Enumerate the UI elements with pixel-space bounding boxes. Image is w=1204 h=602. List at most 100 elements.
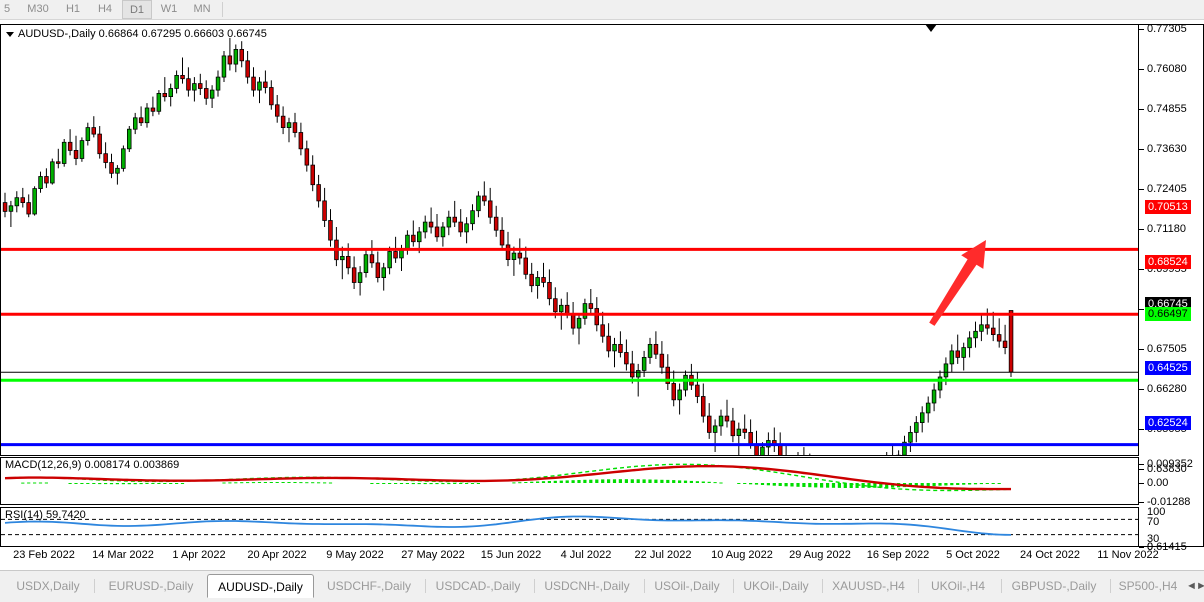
date-tick-label: 20 Apr 2022 (247, 549, 307, 561)
axis-tick (1139, 149, 1144, 150)
chart-tab-usoildaily[interactable]: USOil-,Daily (654, 579, 720, 593)
price-tick-label: 0.76080 (1147, 63, 1187, 75)
axis-tick (1139, 29, 1144, 30)
chart-tab-gbpusddaily[interactable]: GBPUSD-,Daily (1011, 579, 1097, 593)
macd-tick-label: 0.009352 (1147, 458, 1193, 470)
chart-tab-usdchfdaily[interactable]: USDCHF-,Daily (327, 579, 411, 593)
horizontal-level-lines[interactable] (1, 25, 1138, 455)
date-tick-label: 27 May 2022 (401, 549, 465, 561)
date-tick-label: 14 Mar 2022 (92, 549, 154, 561)
axis-tick (1139, 269, 1144, 270)
price-axis[interactable]: 0.77305 0.76080 0.74855 0.73630 0.72405 0.711… (1139, 23, 1204, 553)
axis-tick (1139, 309, 1144, 310)
scroll-left-icon[interactable]: ◄ (1186, 580, 1197, 592)
axis-tick (1139, 502, 1144, 503)
date-tick-label: 22 Jul 2022 (634, 549, 692, 561)
macd-pane[interactable] (0, 457, 1139, 505)
price-tick-label: 0.66280 (1147, 383, 1187, 395)
timeframe-m30[interactable]: M30 (27, 3, 49, 15)
tab-separator (425, 579, 426, 593)
bullish-arrow-annotation[interactable] (1, 25, 1138, 455)
price-tick-label: 0.71180 (1147, 223, 1186, 235)
symbol-header: AUDUSD-,Daily 0.66864 0.67295 0.66603 0.… (6, 28, 267, 40)
rsi-header: RSI(14) 59.7420 (5, 509, 86, 521)
chart-tab-audusddaily[interactable]: AUDUSD-,Daily (207, 574, 314, 598)
chart-tab-xauusdh4[interactable]: XAUUSD-,H4 (832, 579, 905, 593)
timeframe-h1[interactable]: H1 (65, 3, 81, 15)
macd-tick-label: -0.01288 (1147, 496, 1191, 508)
macd-header: MACD(12,26,9) 0.008174 0.003869 (5, 459, 180, 471)
axis-tick (1139, 483, 1144, 484)
macd-tick-label: 0.00 (1147, 477, 1169, 489)
axis-tick (1139, 469, 1144, 470)
price-tick-label: 0.72405 (1147, 183, 1187, 195)
price-chart-pane[interactable] (0, 24, 1139, 456)
tab-separator (534, 579, 535, 593)
tab-separator (918, 579, 919, 593)
price-tick-label: 0.77305 (1147, 23, 1187, 35)
timeframe-toolbar: 5 M30 H1 H4 D1 W1 MN (0, 0, 1204, 20)
tab-separator (733, 579, 734, 593)
date-tick-label: 10 Aug 2022 (711, 549, 773, 561)
price-tick-label: 0.74855 (1147, 103, 1187, 115)
toolbar-separator (222, 2, 223, 17)
chart-tab-ukoilh4[interactable]: UKOil-,H4 (930, 579, 985, 593)
scroll-right-icon[interactable]: ► (1196, 580, 1204, 592)
timeframe-5[interactable]: 5 (3, 3, 11, 15)
axis-tick (1139, 429, 1144, 430)
axis-tick (1139, 109, 1144, 110)
macd-series (4, 463, 1012, 492)
tab-separator (1001, 579, 1002, 593)
chart-tab-ukoildaily[interactable]: UKOil-,Daily (743, 579, 809, 593)
rsi-tick-label: 70 (1147, 516, 1160, 528)
chart-tab-usdcaddaily[interactable]: USDCAD-,Daily (435, 579, 521, 593)
date-tick-label: 15 Jun 2022 (480, 549, 542, 561)
timeframe-d1[interactable]: D1 (122, 0, 152, 19)
rsi-series (1, 515, 1138, 536)
price-tick-label: 0.63830 (1147, 463, 1187, 475)
chart-tab-usdxdaily[interactable]: USDX,Daily (16, 579, 80, 593)
price-level-tag-blue[interactable]: 0.62524 (1145, 416, 1191, 430)
axis-tick (1139, 547, 1144, 548)
chart-tab-sp500h4[interactable]: SP500-,H4 (1118, 579, 1178, 593)
chart-tab-eurusddaily[interactable]: EURUSD-,Daily (108, 579, 194, 593)
tab-separator (94, 579, 95, 593)
price-level-tag-red[interactable]: 0.70513 (1145, 200, 1191, 214)
date-tick-label: 1 Apr 2022 (172, 549, 226, 561)
axis-tick (1139, 349, 1144, 350)
price-tick-label: 0.73630 (1147, 143, 1187, 155)
date-tick-label: 11 Nov 2022 (1097, 549, 1159, 561)
price-level-tag-red[interactable]: 0.68524 (1145, 255, 1191, 269)
rsi-tick-label: 100 (1147, 506, 1166, 518)
axis-tick (1139, 189, 1144, 190)
date-tick-label: 24 Oct 2022 (1020, 549, 1080, 561)
rsi-tick-label: 30 (1147, 533, 1160, 545)
axis-tick (1139, 464, 1144, 465)
axis-tick (1139, 69, 1144, 70)
tab-separator (1110, 579, 1111, 593)
price-level-tag-green[interactable]: 0.66497 (1145, 307, 1191, 321)
date-tick-label: 9 May 2022 (326, 549, 384, 561)
timeframe-h4[interactable]: H4 (97, 3, 113, 15)
date-tick-label: 5 Oct 2022 (946, 549, 1000, 561)
price-level-tag-blue[interactable]: 0.64525 (1145, 361, 1191, 375)
symbol-header-text: AUDUSD-,Daily 0.66864 0.67295 0.66603 0.… (18, 28, 267, 40)
price-tick-label: 0.61415 (1147, 541, 1187, 553)
chart-tab-usdcnhdaily[interactable]: USDCNH-,Daily (544, 579, 630, 593)
date-tick-label: 29 Aug 2022 (789, 549, 851, 561)
date-tick-label: 4 Jul 2022 (560, 549, 612, 561)
tab-separator (644, 579, 645, 593)
chart-tab-bar: USDX,Daily EURUSD-,Daily AUDUSD-,Daily USDC… (0, 570, 1204, 602)
tab-separator (822, 579, 823, 593)
collapse-caret-icon[interactable] (6, 31, 14, 37)
timeframe-mn[interactable]: MN (193, 3, 211, 15)
axis-tick (1139, 229, 1144, 230)
rsi-pane[interactable] (0, 507, 1139, 547)
price-tick-label: 0.67505 (1147, 343, 1187, 355)
date-axis: 23 Feb 2022 14 Mar 2022 1 Apr 2022 20 Apr 2… (0, 549, 1159, 565)
date-tick-label: 16 Sep 2022 (866, 549, 930, 561)
timeframe-w1[interactable]: W1 (160, 3, 178, 15)
axis-tick (1139, 389, 1144, 390)
rsi-tick-label: 0 (1147, 541, 1154, 553)
